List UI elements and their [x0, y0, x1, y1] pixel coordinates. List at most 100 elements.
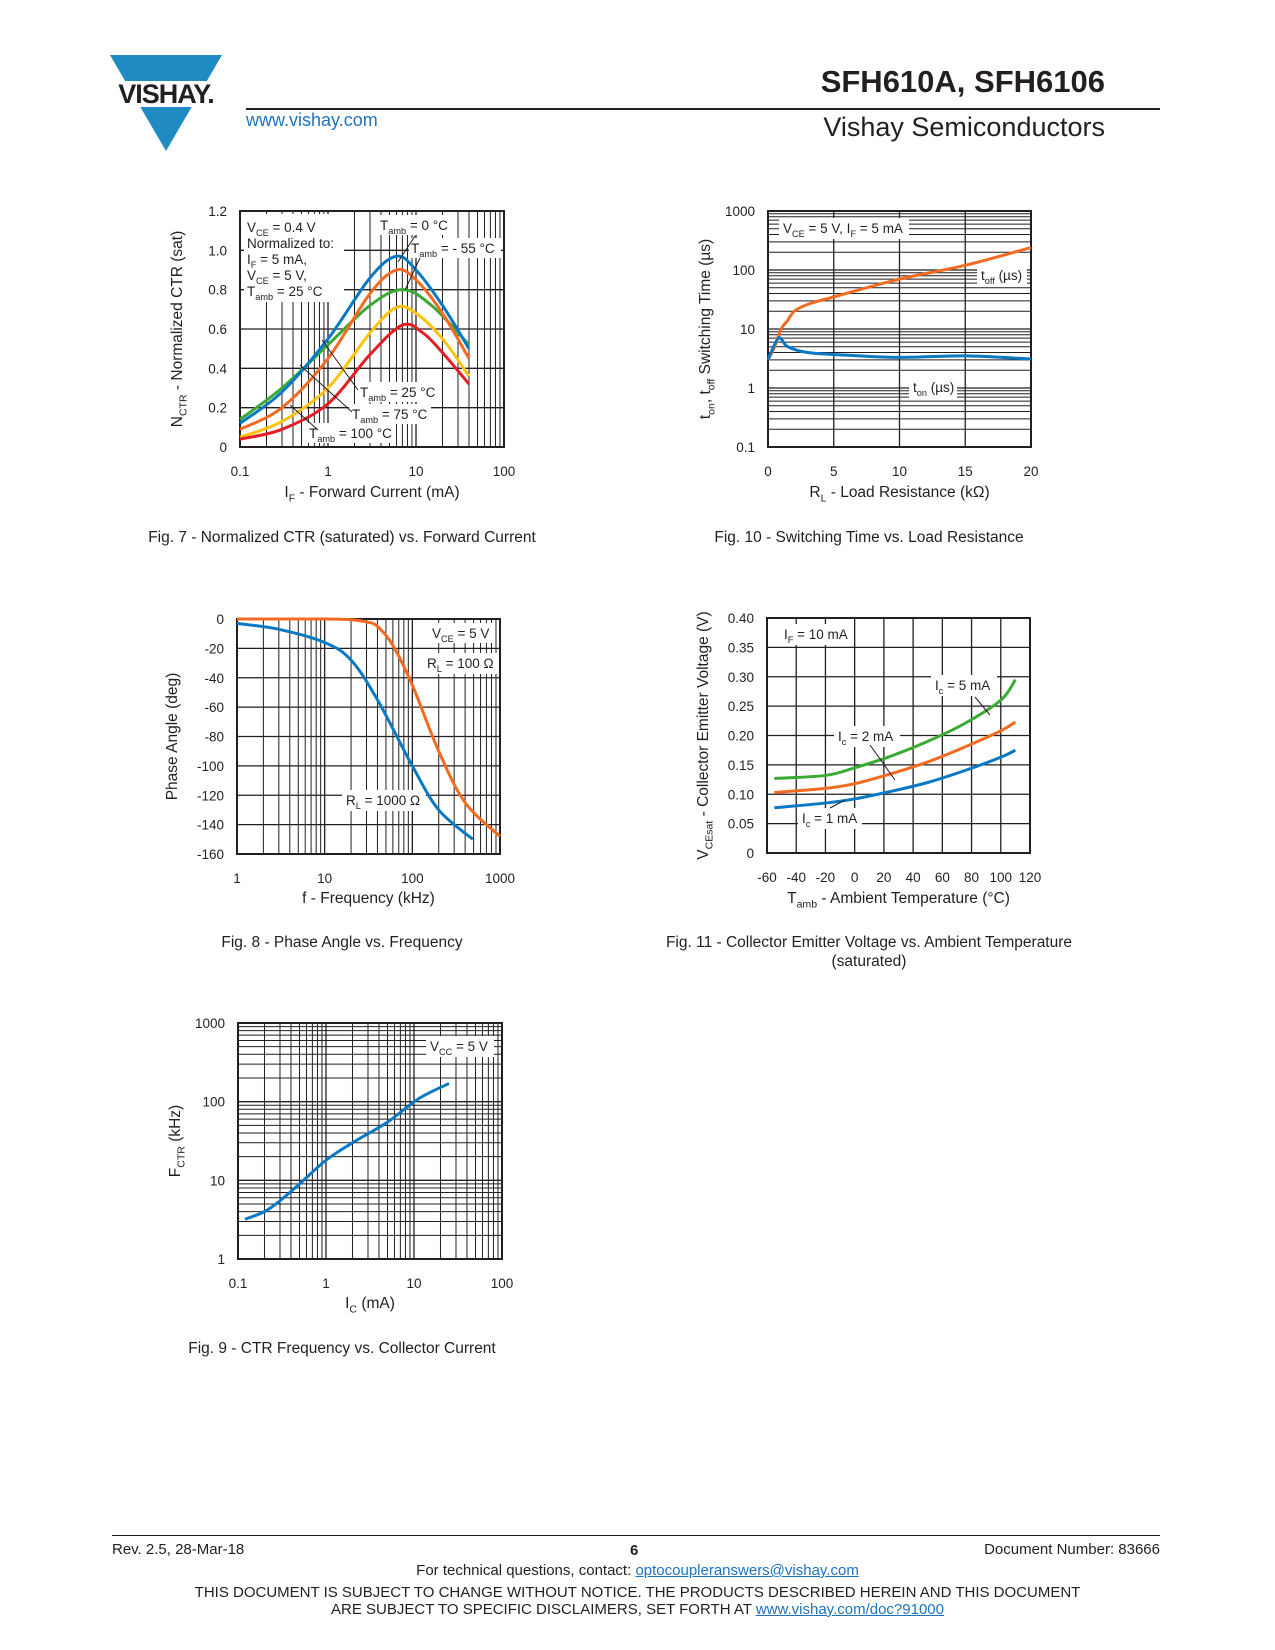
y-tick-label: -60 — [204, 700, 224, 715]
x-tick-label: -40 — [786, 870, 806, 885]
series-line-0 — [239, 288, 471, 421]
plot-frame — [236, 618, 501, 855]
x-tick-label: 20 — [876, 870, 891, 885]
x-tick-label: 100 — [990, 870, 1013, 885]
y-tick-label: -140 — [197, 818, 224, 833]
annotation-label: IF = 10 mA — [784, 627, 848, 645]
x-tick-label: 1 — [322, 1276, 330, 1291]
disclaimer-line-2: ARE SUBJECT TO SPECIFIC DISCLAIMERS, SET… — [0, 1601, 1275, 1618]
plot-frame — [767, 210, 1032, 448]
y-tick-label: 0 — [219, 440, 227, 455]
grid — [237, 1023, 502, 1260]
document-title: SFH610A, SFH6106 — [820, 64, 1105, 99]
y-axis-label: FCTR (kHz) — [167, 1105, 187, 1177]
contact-line: For technical questions, contact: optoco… — [0, 1562, 1275, 1579]
y-tick-label: 1 — [747, 381, 755, 396]
annotation-background — [244, 214, 344, 302]
y-tick-label: 1000 — [195, 1016, 225, 1031]
annotation-label: RL = 100 Ω — [427, 656, 494, 674]
annotation-leader — [974, 696, 991, 716]
annotation-background — [931, 675, 997, 696]
y-tick-label: 0.15 — [728, 758, 754, 773]
annotation-background — [428, 623, 492, 643]
figure-caption: Fig. 7 - Normalized CTR (saturated) vs. … — [148, 529, 536, 546]
y-tick-label: 0.35 — [728, 640, 754, 655]
x-tick-label: 20 — [1023, 464, 1038, 479]
y-axis-label: VCEsat - Collector Emitter Voltage (V) — [695, 611, 715, 859]
series-line-0 — [244, 1082, 450, 1221]
annotation-background — [779, 218, 909, 239]
y-axis-label: Phase Angle (deg) — [164, 673, 181, 801]
document-subtitle: Vishay Semiconductors — [823, 112, 1105, 142]
annotation-label: VCE = 5 V — [432, 626, 489, 644]
x-tick-label: 60 — [935, 870, 950, 885]
y-tick-label: 10 — [740, 322, 755, 337]
annotation-background — [342, 790, 426, 811]
plot-frame — [237, 1022, 503, 1260]
y-tick-label: 0.8 — [208, 283, 227, 298]
y-tick-label: 0 — [746, 846, 754, 861]
plot-frame — [766, 617, 1031, 854]
x-tick-label: 0 — [851, 870, 859, 885]
series-line-0 — [236, 617, 502, 838]
fig9-chart — [237, 1022, 503, 1260]
disclaimer-line-1: THIS DOCUMENT IS SUBJECT TO CHANGE WITHO… — [194, 1584, 1081, 1601]
y-tick-label: 1.2 — [208, 204, 227, 219]
y-tick-label: -40 — [204, 671, 224, 686]
annotation-background — [349, 404, 431, 424]
x-tick-label: 0 — [764, 464, 772, 479]
y-tick-label: -120 — [197, 788, 224, 803]
y-axis-label: NCTR - Normalized CTR (sat) — [169, 231, 189, 428]
annotation-background — [798, 808, 862, 829]
series-line-0 — [766, 246, 1032, 361]
y-tick-label: -80 — [204, 730, 224, 745]
series-line-1 — [766, 336, 1032, 361]
vishay-logo: VISHAY. — [108, 55, 224, 151]
annotation-label: Tamb = - 55 °C — [411, 241, 495, 259]
y-tick-label: -100 — [197, 759, 224, 774]
annotation-label: ton (µs) — [913, 380, 954, 398]
y-tick-label: 100 — [732, 263, 755, 278]
series-line-0 — [774, 678, 1017, 780]
annotation-leader — [397, 235, 416, 263]
annotation-label: toff (µs) — [981, 268, 1022, 286]
disclaimer-link[interactable]: www.vishay.com/doc?91000 — [755, 1601, 944, 1618]
disclaimer-prefix: ARE SUBJECT TO SPECIFIC DISCLAIMERS, SET… — [331, 1601, 756, 1618]
x-tick-label: 1000 — [485, 871, 515, 886]
figure-caption: Fig. 8 - Phase Angle vs. Frequency — [221, 934, 462, 951]
x-tick-label: 100 — [491, 1276, 514, 1291]
fig8-chart — [236, 617, 502, 855]
annotation-label: Normalized to: — [247, 236, 334, 251]
header-rule — [246, 108, 1160, 110]
page-number: 6 — [630, 1542, 639, 1559]
x-tick-label: 40 — [906, 870, 921, 885]
website-link[interactable]: www.vishay.com — [246, 110, 378, 130]
x-tick-label: 10 — [406, 1276, 421, 1291]
fig7-chart — [239, 210, 505, 448]
x-tick-label: 120 — [1019, 870, 1042, 885]
logo-text: VISHAY. — [118, 79, 214, 109]
x-tick-label: 0.1 — [231, 464, 250, 479]
x-tick-label: 100 — [401, 871, 424, 886]
annotation-label: VCC = 5 V — [430, 1039, 488, 1057]
series-line-1 — [236, 621, 474, 841]
x-tick-label: 10 — [317, 871, 332, 886]
annotation-background — [426, 1036, 494, 1057]
annotation-label: Tamb = 0 °C — [380, 218, 448, 236]
annotation-label: Tamb = 25 °C — [360, 385, 436, 403]
y-axis-label: ton, toff Switching Time (µs) — [697, 239, 717, 419]
y-tick-label: 10 — [210, 1173, 225, 1188]
fig11-chart — [766, 617, 1031, 854]
annotation-background — [834, 726, 900, 747]
annotation-label: Ic = 5 mA — [935, 678, 990, 696]
annotation-background — [409, 238, 501, 258]
series-line-2 — [239, 267, 471, 431]
y-tick-label: 0.25 — [728, 699, 754, 714]
annotation-label: Ic = 2 mA — [838, 729, 893, 747]
annotation-background — [977, 264, 1027, 286]
annotation-label: VCE = 0.4 V — [247, 220, 316, 238]
figure-caption-line-2: (saturated) — [832, 953, 907, 970]
contact-email-link[interactable]: optocoupleranswers@vishay.com — [635, 1562, 859, 1579]
figure-caption: Fig. 10 - Switching Time vs. Load Resist… — [714, 529, 1023, 546]
x-tick-label: -60 — [757, 870, 777, 885]
